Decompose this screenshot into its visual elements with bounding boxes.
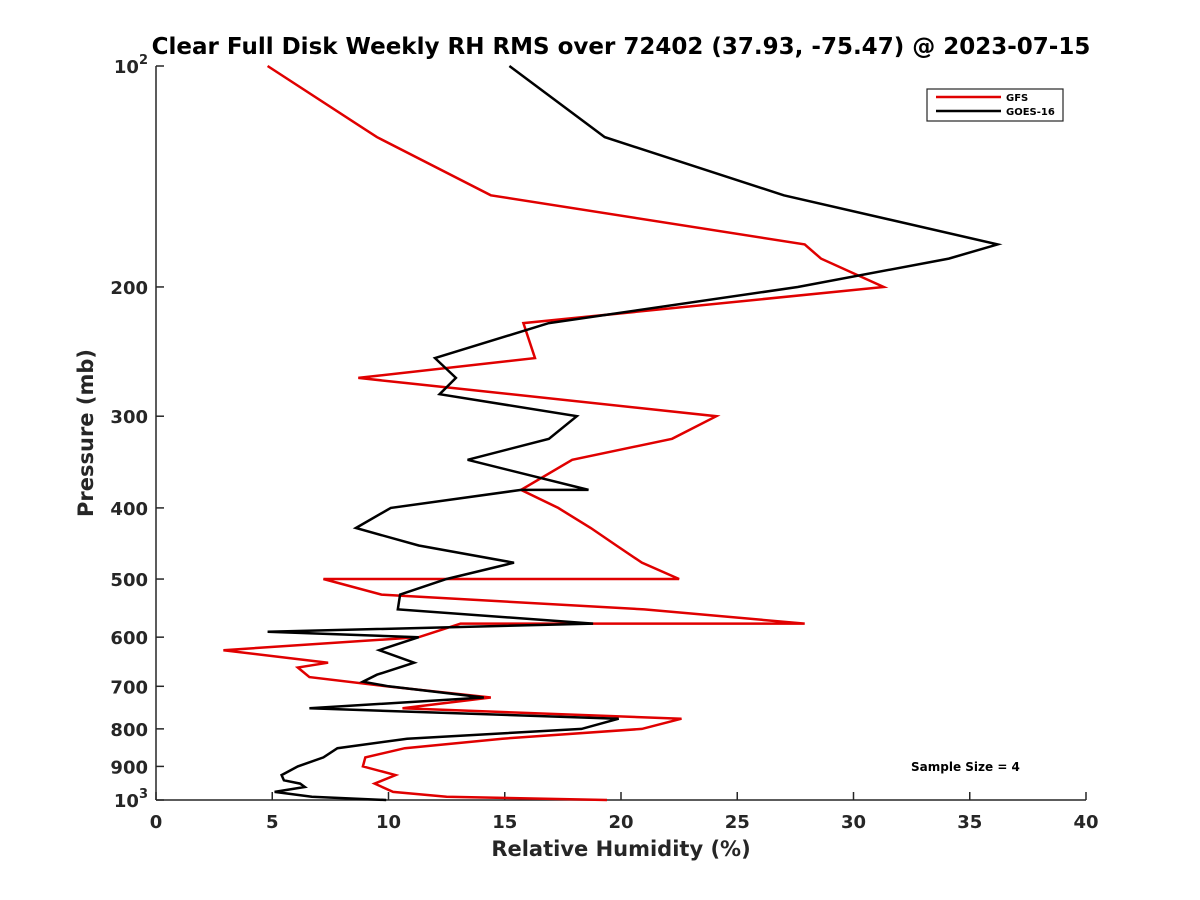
x-tick-label: 40 (1073, 812, 1098, 833)
x-tick-label: 25 (725, 812, 750, 833)
y-axis-label: Pressure (mb) (74, 349, 98, 517)
legend-box (926, 88, 1064, 122)
chart-title: Clear Full Disk Weekly RH RMS over 72402… (152, 34, 1091, 60)
x-tick-label: 35 (957, 812, 982, 833)
y-tick-label: 800 (110, 720, 148, 741)
legend-label-gfs: GFS (1006, 93, 1028, 104)
sample-size-annotation: Sample Size = 4 (911, 760, 1020, 774)
y-tick-label: 600 (110, 628, 148, 649)
y-tick-label: 300 (110, 407, 148, 428)
series-line-goes16 (267, 64, 1003, 802)
x-tick-label: 30 (841, 812, 866, 833)
y-tick-label: 900 (110, 757, 148, 778)
y-tick-label: 700 (110, 677, 148, 698)
x-tick-label: 10 (376, 812, 401, 833)
legend: GFS GOES-16 (926, 88, 1064, 122)
x-axis-label: Relative Humidity (%) (491, 837, 750, 861)
x-tick-label: 5 (266, 812, 279, 833)
y-ticks: 102 200 300 400 500 600 700 800 900 103 (110, 53, 164, 812)
plot-area (155, 66, 1086, 801)
y-tick-label: 200 (110, 278, 148, 299)
x-ticks: 0 5 10 15 20 25 30 35 40 (150, 792, 1099, 833)
x-tick-label: 0 (150, 812, 163, 833)
y-tick-label: 500 (110, 570, 148, 591)
series-layer (223, 64, 1003, 802)
series-line-gfs (223, 64, 889, 802)
y-tick-label: 103 (114, 787, 148, 812)
x-tick-label: 20 (608, 812, 633, 833)
y-tick-label: 400 (110, 499, 148, 520)
y-tick-label: 102 (114, 53, 148, 78)
legend-label-goes16: GOES-16 (1006, 107, 1055, 118)
x-tick-label: 15 (492, 812, 517, 833)
